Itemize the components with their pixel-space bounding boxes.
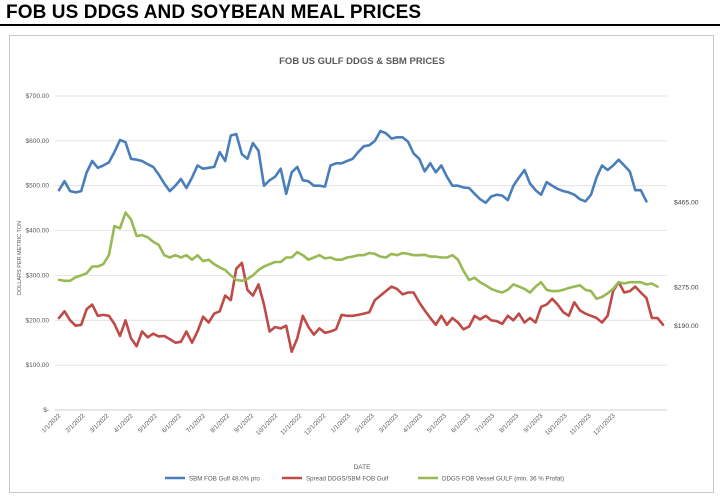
x-tick-label: 9/1/2023 — [522, 412, 544, 434]
x-tick-label: 8/1/2023 — [498, 412, 520, 434]
y-axis-tick-labels: $- $100.00 $200.00 $300.00 $400.00 $500.00 $60… — [26, 93, 50, 414]
line-chart: FOB US GULF DDGS & SBM PRICES $-$100.00$… — [17, 56, 699, 483]
x-tick-label: 9/1/2022 — [233, 412, 255, 434]
data-series — [57, 129, 665, 354]
x-tick-label: 7/1/2023 — [474, 412, 496, 434]
title-divider — [0, 24, 720, 26]
y-tick-label: $500.00 — [26, 183, 50, 190]
end-value-label-spread: $190.00 — [674, 323, 699, 330]
gridlines — [55, 95, 667, 366]
legend-label-ddgs: DDGS FOB Vessel GULF (min. 36 % Profat) — [442, 476, 564, 483]
y-tick-label: $600.00 — [26, 138, 50, 145]
x-tick-label: 8/1/2022 — [209, 412, 231, 434]
x-tick-label: 1/1/2023 — [330, 412, 352, 434]
x-tick-label: 5/1/2022 — [137, 412, 159, 434]
y-tick-label: $100.00 — [26, 362, 50, 369]
x-tick-label: 11/1/2023 — [568, 412, 592, 436]
x-axis-tick-labels: 1/1/2022 2/1/2022 3/1/2022 4/1/2022 5/1/2022… — [40, 412, 617, 437]
x-tick-label: 10/1/2023 — [544, 412, 569, 437]
x-tick-label: 2/1/2023 — [354, 412, 376, 434]
chart-frame: FOB US GULF DDGS & SBM PRICES $- $100.00 $… — [9, 35, 714, 493]
x-tick-label: 2/1/2022 — [65, 412, 87, 434]
y-axis-label: DOLLARS PER METRIC TON — [17, 221, 23, 295]
end-value-label-sbm: $465.00 — [674, 199, 699, 206]
x-tick-label: 3/1/2022 — [89, 412, 111, 434]
x-tick-label: 11/1/2022 — [279, 412, 303, 436]
legend-label-spread: Spread DDGS/SBM FOB Gulf — [306, 476, 388, 483]
chart-title: FOB US GULF DDGS & SBM PRICES — [279, 56, 445, 67]
y-tick-label: $300.00 — [26, 272, 50, 279]
x-tick-label: 4/1/2022 — [113, 412, 135, 434]
x-axis-label: DATE — [354, 464, 372, 471]
y-tick-label: $- — [43, 407, 49, 414]
series-end-labels: $465.00 $190.00 $275.00 — [674, 199, 699, 329]
series-line-sbm — [57, 129, 648, 205]
x-tick-label: 4/1/2023 — [402, 412, 424, 434]
y-tick-label: $400.00 — [26, 228, 50, 235]
x-tick-label: 12/1/2023 — [592, 412, 617, 437]
legend: SBM FOB Gulf 48.0% pro Spread DDGS/SBM FO… — [165, 476, 564, 483]
x-tick-label: 1/1/2022 — [40, 412, 62, 434]
x-tick-label: 7/1/2022 — [185, 412, 207, 434]
y-tick-label: $700.00 — [26, 93, 50, 100]
series-line-ddgs — [57, 211, 659, 301]
x-tick-label: 6/1/2023 — [450, 412, 472, 434]
legend-label-sbm: SBM FOB Gulf 48.0% pro — [189, 476, 260, 483]
x-tick-label: 5/1/2023 — [426, 412, 448, 434]
y-tick-label: $200.00 — [26, 317, 50, 324]
x-tick-label: 10/1/2022 — [255, 412, 280, 437]
x-tick-label: 6/1/2022 — [161, 412, 183, 434]
series-line-spread — [57, 261, 665, 354]
page-title: FOB US DDGS AND SOYBEAN MEAL PRICES — [6, 2, 422, 23]
x-tick-label: 12/1/2022 — [303, 412, 328, 437]
end-value-label-ddgs: $275.00 — [674, 285, 699, 292]
x-tick-label: 3/1/2023 — [378, 412, 400, 434]
